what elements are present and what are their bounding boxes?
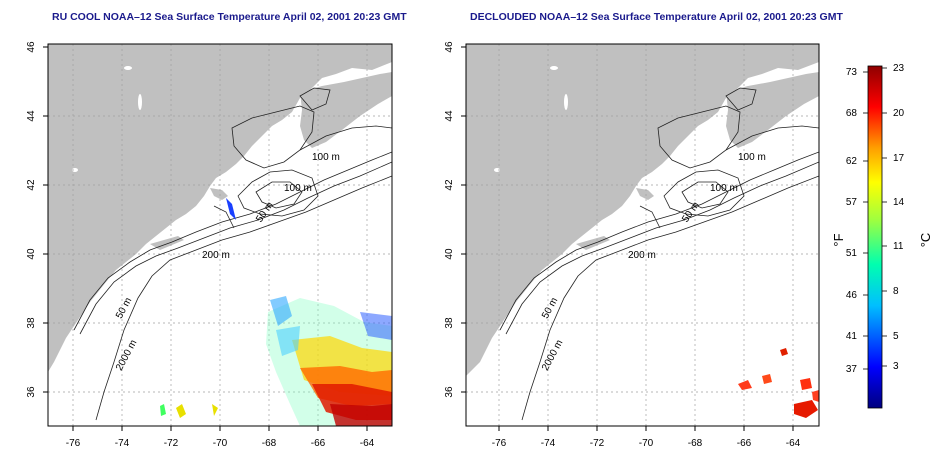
colorbar-c-label: 14 (893, 197, 905, 208)
left-land-mass (48, 44, 392, 372)
left-lake (124, 66, 132, 70)
left-lat-tick: 36 (26, 386, 37, 398)
colorbar-f-label: 73 (846, 67, 858, 78)
left-label-100m-a: 100 m (312, 152, 340, 163)
right-lat-tick: 46 (444, 41, 455, 53)
colorbar: 73 68 62 57 51 46 41 37 23 20 17 14 11 8… (831, 63, 933, 409)
right-lon-tick: -64 (786, 438, 801, 449)
right-lake (564, 94, 568, 110)
colorbar-ticks (863, 67, 887, 370)
left-axes: -76 -74 -72 -70 -68 -66 -64 36 38 40 42 … (26, 41, 375, 449)
right-lon-tick: -68 (688, 438, 703, 449)
colorbar-c-label: 5 (893, 331, 899, 342)
left-lon-tick: -68 (262, 438, 277, 449)
right-lat-tick: 38 (444, 317, 455, 329)
colorbar-unit-celsius: °C (918, 233, 933, 248)
right-lon-tick: -66 (737, 438, 752, 449)
right-lat-tick: 44 (444, 110, 455, 122)
colorbar-f-label: 68 (846, 108, 858, 119)
left-lon-tick: -66 (311, 438, 326, 449)
left-lon-tick: -64 (360, 438, 375, 449)
colorbar-f-label: 41 (846, 331, 858, 342)
left-lake (72, 168, 78, 172)
left-nova-scotia (300, 72, 392, 148)
right-cape-cod (636, 188, 654, 200)
left-label-100m-b: 100 m (284, 183, 312, 194)
right-grid (466, 44, 819, 426)
colorbar-c-label: 11 (893, 241, 904, 252)
right-lon-tick: -72 (590, 438, 605, 449)
left-lon-tick: -70 (213, 438, 228, 449)
right-lon-tick: -74 (541, 438, 556, 449)
colorbar-c-label: 20 (893, 108, 905, 119)
right-lat-tick: 36 (444, 386, 455, 398)
colorbar-f-label: 37 (846, 364, 858, 375)
colorbar-c-label: 3 (893, 361, 899, 372)
colorbar-unit-fahrenheit: °F (831, 233, 846, 246)
left-grid (48, 44, 392, 426)
left-cape-cod (210, 188, 228, 200)
colorbar-c-label: 8 (893, 286, 899, 297)
left-label-200m: 200 m (202, 250, 230, 261)
left-lake (138, 94, 142, 110)
left-sst-patch (160, 198, 392, 426)
right-label-100m-a: 100 m (738, 152, 766, 163)
right-nova-scotia (726, 72, 819, 148)
colorbar-f-label: 57 (846, 197, 858, 208)
right-lat-tick: 40 (444, 248, 455, 260)
colorbar-f-label: 62 (846, 156, 858, 167)
left-bathymetry (73, 87, 392, 421)
right-map-title: DECLOUDED NOAA–12 Sea Surface Temperatur… (470, 11, 843, 23)
right-map-panel: 100 m 100 m 50 m 200 m 50 m 2000 m (465, 43, 820, 427)
left-map-panel: 100 m 100 m 50 m 200 m 50 m 2000 m (47, 43, 393, 427)
right-lon-tick: -70 (639, 438, 654, 449)
right-sst-patch (738, 348, 819, 418)
right-lon-tick: -76 (492, 438, 507, 449)
colorbar-c-label: 17 (893, 153, 905, 164)
left-lon-tick: -76 (66, 438, 81, 449)
colorbar-gradient (867, 65, 883, 409)
right-bathymetry (499, 87, 819, 421)
left-lat-tick: 38 (26, 317, 37, 329)
colorbar-c-label: 23 (893, 63, 905, 74)
left-lon-tick: -72 (164, 438, 179, 449)
colorbar-f-label: 46 (846, 290, 858, 301)
left-lat-tick: 42 (26, 179, 37, 191)
right-lat-tick: 42 (444, 179, 455, 191)
right-axes: -76 -74 -72 -70 -68 -66 -64 36 38 40 42 … (444, 41, 801, 449)
colorbar-f-label: 51 (846, 248, 858, 259)
right-lake (494, 168, 500, 172)
right-land-mass (466, 44, 819, 376)
left-lat-tick: 46 (26, 41, 37, 53)
left-lon-tick: -74 (115, 438, 130, 449)
right-map-frame (465, 43, 820, 427)
right-lake (550, 66, 558, 70)
right-label-100m-b: 100 m (710, 183, 738, 194)
left-lat-tick: 44 (26, 110, 37, 122)
left-map-title: RU COOL NOAA–12 Sea Surface Temperature … (52, 11, 407, 23)
right-label-200m: 200 m (628, 250, 656, 261)
left-lat-tick: 40 (26, 248, 37, 260)
